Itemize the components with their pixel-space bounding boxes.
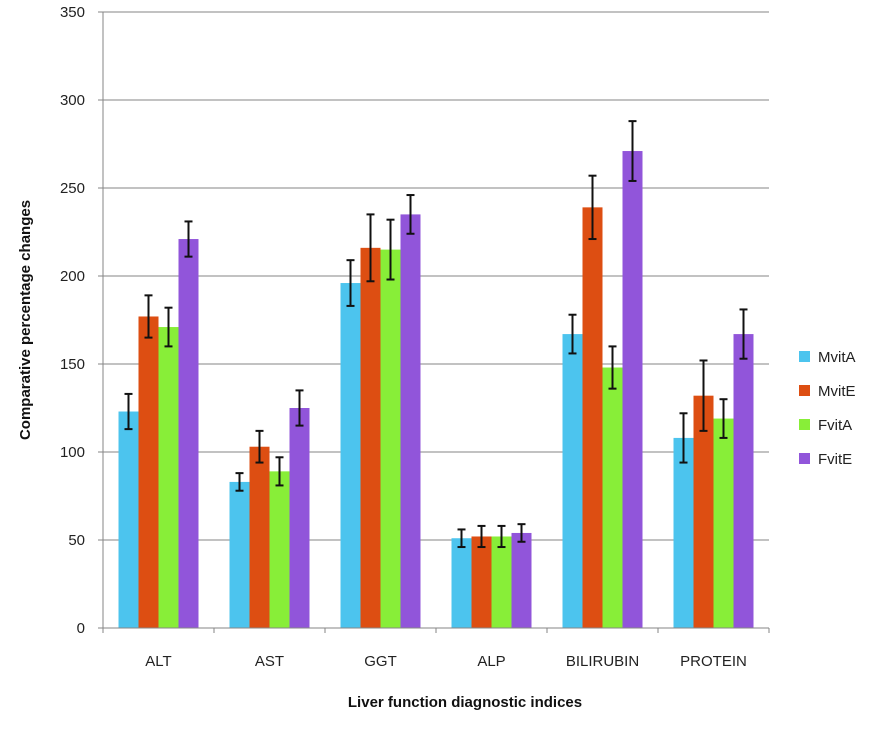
- legend: MvitA MvitE FvitA FvitE: [799, 349, 856, 468]
- bar-fvita-ast: [269, 471, 290, 628]
- bar-mvite-ggt: [360, 247, 381, 628]
- error-bar: [457, 528, 466, 549]
- y-tick-labels: 0 50 100 150 200 250 300 350: [60, 4, 85, 637]
- legend-label: MvitE: [818, 383, 856, 400]
- axes: [102, 12, 769, 629]
- legend-label: FvitA: [818, 417, 852, 434]
- error-bar: [568, 313, 577, 355]
- error-bar: [628, 120, 637, 182]
- bar-fvite-protein: [733, 334, 754, 628]
- y-tick-label: 250: [60, 180, 85, 197]
- y-tick-label: 300: [60, 92, 85, 109]
- legend-swatch: [799, 419, 810, 430]
- bar-mvita-bilirubin: [562, 334, 583, 628]
- bar-mvita-alt: [118, 411, 139, 628]
- error-bar: [497, 524, 506, 549]
- error-bar: [144, 294, 153, 339]
- legend-swatch: [799, 385, 810, 396]
- x-tick-labels: ALT AST GGT ALP BILIRUBIN PROTEIN: [145, 653, 747, 670]
- bar-mvite-ast: [249, 446, 270, 628]
- y-tick-label: 350: [60, 4, 85, 21]
- error-bar: [517, 523, 526, 543]
- y-tick-label: 50: [68, 532, 85, 549]
- bar-mvite-alp: [471, 536, 492, 628]
- bar-mvita-protein: [673, 437, 694, 628]
- bar-fvita-bilirubin: [602, 367, 623, 628]
- x-tick-label: ALT: [145, 653, 171, 670]
- error-bar: [275, 456, 284, 487]
- y-axis-title: Comparative percentage changes: [17, 200, 34, 440]
- x-tick-label: AST: [255, 653, 284, 670]
- legend-label: MvitA: [818, 349, 856, 366]
- error-bars: [124, 120, 748, 549]
- error-bar: [235, 472, 244, 492]
- error-bar: [386, 218, 395, 281]
- legend-item-mvite: MvitE: [799, 383, 856, 400]
- error-bar: [255, 429, 264, 464]
- x-tick-label: PROTEIN: [680, 653, 747, 670]
- y-tick-label: 200: [60, 268, 85, 285]
- error-bar: [406, 194, 415, 235]
- y-tick-label: 0: [77, 620, 85, 637]
- legend-swatch: [799, 453, 810, 464]
- error-bar: [164, 306, 173, 348]
- legend-item-fvite: FvitE: [799, 451, 852, 468]
- error-bar: [719, 398, 728, 439]
- error-bar: [679, 412, 688, 464]
- x-axis-title: Liver function diagnostic indices: [348, 694, 582, 711]
- bar-fvite-bilirubin: [622, 151, 643, 629]
- error-bar: [699, 359, 708, 432]
- error-bar: [295, 389, 304, 427]
- y-tick-label: 150: [60, 356, 85, 373]
- legend-item-fvita: FvitA: [799, 417, 852, 434]
- error-bar: [346, 259, 355, 307]
- error-bar: [124, 392, 133, 431]
- error-bar: [588, 174, 597, 241]
- bar-mvite-bilirubin: [582, 207, 603, 629]
- bar-fvite-ast: [289, 408, 310, 628]
- bar-mvita-ast: [229, 481, 250, 628]
- bar-mvita-ggt: [340, 283, 361, 628]
- x-tick-label: GGT: [364, 653, 397, 670]
- bar-fvita-protein: [713, 418, 734, 628]
- error-bar: [608, 345, 617, 390]
- error-bar: [366, 213, 375, 283]
- bars: [118, 151, 754, 629]
- bar-fvita-alp: [491, 536, 512, 628]
- bar-mvite-protein: [693, 395, 714, 628]
- bar-fvite-alp: [511, 532, 532, 628]
- gridlines: [98, 11, 770, 633]
- error-bar: [477, 524, 486, 549]
- bar-fvite-alt: [178, 239, 199, 629]
- bar-fvite-ggt: [400, 214, 421, 628]
- bar-mvita-alp: [451, 538, 472, 628]
- error-bar: [739, 308, 748, 360]
- bar-fvita-alt: [158, 327, 179, 628]
- error-bar: [184, 220, 193, 258]
- legend-label: FvitE: [818, 451, 852, 468]
- bar-mvite-alt: [138, 316, 159, 628]
- x-tick-label: ALP: [477, 653, 505, 670]
- legend-item-mvita: MvitA: [799, 349, 856, 366]
- y-tick-label: 100: [60, 444, 85, 461]
- bar-fvita-ggt: [380, 249, 401, 628]
- legend-swatch: [799, 351, 810, 362]
- x-tick-label: BILIRUBIN: [566, 653, 639, 670]
